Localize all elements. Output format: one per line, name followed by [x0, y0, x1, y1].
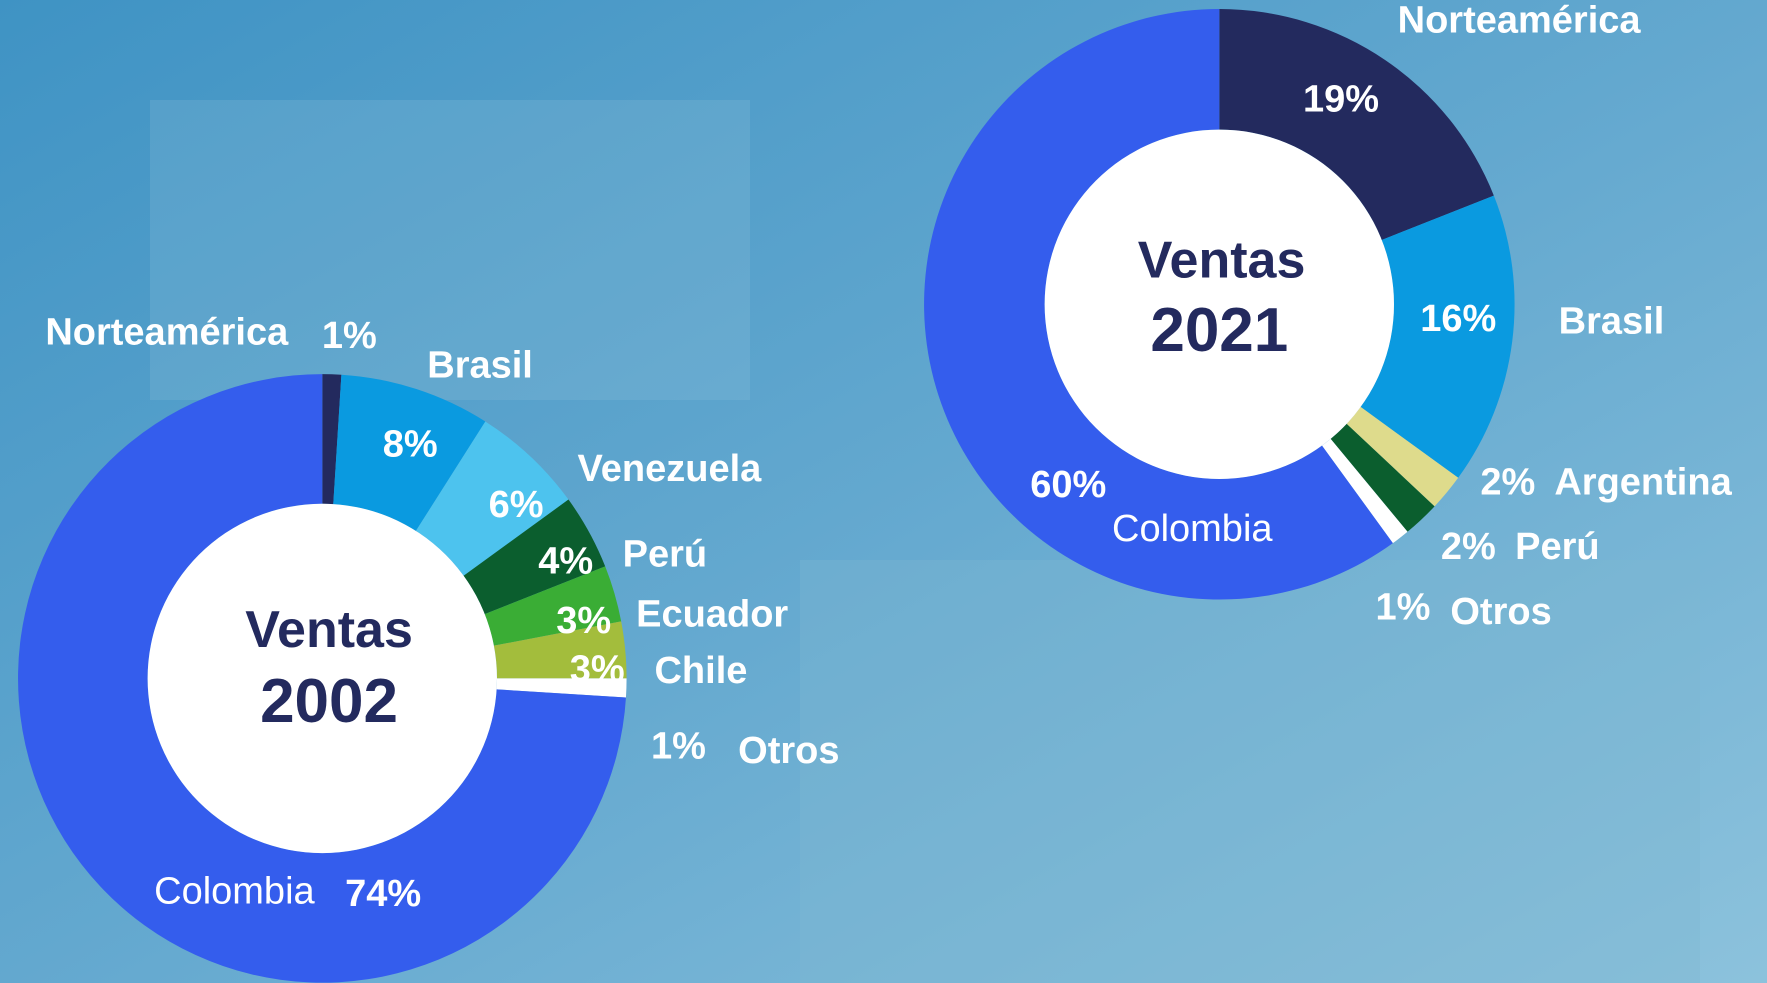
donut-slice — [333, 374, 486, 531]
donut-slice — [1219, 9, 1494, 240]
category-label: Perú — [623, 534, 707, 576]
category-label: Colombia — [154, 871, 315, 913]
donut-hole — [147, 503, 497, 854]
value-label: 2% — [1480, 462, 1535, 504]
center-title: Ventas — [1138, 231, 1306, 289]
donut-slice — [322, 374, 342, 505]
donut-slice — [18, 374, 626, 983]
value-label: 16% — [1420, 298, 1496, 340]
category-label: Colombia — [1112, 508, 1273, 550]
donut-slice — [1346, 406, 1459, 507]
center-year: 2002 — [260, 667, 398, 736]
donut-slice — [1360, 195, 1515, 478]
donut-slice — [415, 421, 569, 576]
donut-slice — [463, 499, 606, 615]
donut-slice — [1321, 438, 1408, 544]
category-label: Brasil — [1559, 300, 1665, 342]
value-label: 1% — [322, 315, 377, 357]
category-label: Norteamérica — [45, 312, 289, 354]
background-boxes — [800, 560, 1700, 983]
value-label: 4% — [538, 540, 593, 582]
value-label: 3% — [570, 649, 625, 691]
donut-slice — [496, 678, 627, 698]
value-label: 2% — [1441, 526, 1496, 568]
center-title: Ventas — [245, 601, 413, 659]
value-label: 3% — [556, 600, 611, 642]
value-label: 60% — [1030, 464, 1106, 506]
category-label: Otros — [1450, 591, 1551, 633]
center-year: 2021 — [1150, 296, 1288, 365]
category-label: Norteamérica — [1398, 0, 1642, 42]
category-label: Argentina — [1554, 462, 1732, 504]
background-boxes — [150, 100, 750, 400]
donut-slice — [484, 566, 622, 646]
category-label: Ecuador — [636, 593, 788, 635]
donut-slice — [1330, 423, 1435, 532]
donut-slice — [924, 9, 1393, 600]
value-label: 1% — [1376, 587, 1431, 629]
category-label: Chile — [654, 650, 747, 692]
donut-hole — [1044, 129, 1394, 479]
value-label: 6% — [489, 484, 544, 526]
category-label: Venezuela — [578, 448, 763, 490]
value-label: 19% — [1303, 78, 1379, 120]
value-label: 1% — [651, 725, 706, 767]
category-label: Otros — [738, 730, 839, 772]
category-label: Brasil — [427, 344, 533, 386]
category-label: Perú — [1515, 526, 1599, 568]
value-label: 74% — [345, 873, 421, 915]
value-label: 8% — [383, 423, 438, 465]
donut-slice — [493, 621, 627, 679]
